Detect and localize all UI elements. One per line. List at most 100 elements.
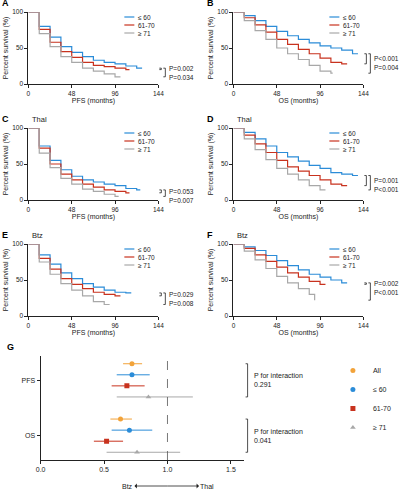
svg-text:P for interaction0.041: P for interaction0.041 — [254, 428, 303, 444]
svg-text:0: 0 — [232, 206, 236, 213]
svg-text:61-70: 61-70 — [138, 22, 155, 29]
svg-text:50: 50 — [16, 44, 24, 51]
svg-text:OS (months): OS (months) — [279, 329, 319, 337]
svg-text:A: A — [2, 0, 9, 8]
svg-text:Percent survival (%): Percent survival (%) — [207, 249, 215, 312]
svg-text:1.0: 1.0 — [163, 466, 173, 473]
svg-text:≤ 60: ≤ 60 — [138, 14, 151, 21]
svg-text:≤ 60: ≤ 60 — [138, 130, 151, 137]
svg-text:C: C — [2, 114, 9, 124]
svg-text:≥ 71: ≥ 71 — [343, 146, 356, 153]
svg-text:96: 96 — [316, 206, 324, 213]
svg-text:100: 100 — [12, 124, 23, 131]
svg-text:48: 48 — [68, 206, 76, 213]
svg-text:50: 50 — [16, 160, 24, 167]
svg-text:100: 100 — [12, 8, 23, 15]
svg-text:61-70: 61-70 — [138, 254, 155, 261]
svg-text:96: 96 — [111, 206, 119, 213]
svg-text:P=0.008: P=0.008 — [169, 300, 194, 307]
svg-text:Thal: Thal — [237, 115, 252, 124]
svg-text:0: 0 — [27, 322, 31, 329]
svg-text:P=0.007: P=0.007 — [169, 197, 194, 204]
svg-text:PFS (months): PFS (months) — [72, 329, 115, 337]
svg-text:0: 0 — [19, 312, 23, 319]
svg-text:96: 96 — [316, 90, 324, 97]
svg-text:50: 50 — [221, 160, 229, 167]
svg-text:0: 0 — [225, 80, 229, 87]
svg-text:≤ 60: ≤ 60 — [343, 130, 356, 137]
svg-text:0: 0 — [225, 196, 229, 203]
svg-text:144: 144 — [153, 90, 164, 97]
svg-text:Thal: Thal — [200, 483, 214, 490]
svg-text:Btz: Btz — [32, 231, 43, 240]
svg-text:61-70: 61-70 — [343, 254, 360, 261]
svg-text:≥ 71: ≥ 71 — [343, 262, 356, 269]
svg-text:Percent survival (%): Percent survival (%) — [207, 17, 215, 80]
svg-text:100: 100 — [217, 8, 228, 15]
svg-text:96: 96 — [111, 322, 119, 329]
svg-text:F: F — [207, 230, 213, 240]
svg-text:B: B — [207, 0, 214, 8]
svg-text:0.5: 0.5 — [99, 466, 109, 473]
svg-text:≥ 71: ≥ 71 — [373, 424, 387, 431]
svg-text:OS (months): OS (months) — [279, 213, 319, 221]
svg-text:144: 144 — [153, 322, 164, 329]
svg-text:50: 50 — [221, 44, 229, 51]
svg-text:0: 0 — [225, 312, 229, 319]
svg-text:Percent survival (%): Percent survival (%) — [2, 249, 10, 312]
svg-text:48: 48 — [68, 322, 76, 329]
svg-text:96: 96 — [111, 90, 119, 97]
svg-text:≤ 60: ≤ 60 — [343, 14, 356, 21]
svg-text:PFS: PFS — [22, 377, 36, 384]
svg-text:P=0.002: P=0.002 — [374, 280, 399, 287]
svg-text:Thal: Thal — [32, 115, 47, 124]
svg-text:≥ 71: ≥ 71 — [138, 262, 151, 269]
svg-text:0: 0 — [19, 80, 23, 87]
svg-text:G: G — [7, 342, 14, 352]
svg-text:144: 144 — [358, 322, 369, 329]
svg-text:0.0: 0.0 — [36, 466, 46, 473]
svg-text:E: E — [2, 230, 8, 240]
svg-text:P=0.001: P=0.001 — [374, 177, 399, 184]
svg-text:Btz: Btz — [237, 231, 248, 240]
svg-text:96: 96 — [316, 322, 324, 329]
svg-text:PFS (months): PFS (months) — [72, 97, 115, 105]
svg-text:OS (months): OS (months) — [279, 97, 319, 105]
svg-text:100: 100 — [217, 124, 228, 131]
svg-text:≥ 71: ≥ 71 — [138, 30, 151, 37]
svg-text:Percent survival (%): Percent survival (%) — [2, 17, 10, 80]
svg-text:Percent survival (%): Percent survival (%) — [2, 133, 10, 196]
svg-text:100: 100 — [12, 240, 23, 247]
svg-text:48: 48 — [68, 90, 76, 97]
svg-text:0: 0 — [232, 322, 236, 329]
svg-text:P=0.004: P=0.004 — [374, 64, 399, 71]
svg-text:≤ 60: ≤ 60 — [343, 246, 356, 253]
svg-text:144: 144 — [153, 206, 164, 213]
svg-text:1.5: 1.5 — [226, 466, 236, 473]
svg-text:48: 48 — [273, 90, 281, 97]
svg-text:100: 100 — [217, 240, 228, 247]
svg-text:48: 48 — [273, 206, 281, 213]
svg-text:0: 0 — [27, 90, 31, 97]
svg-text:P=0.034: P=0.034 — [169, 74, 194, 81]
svg-text:61-70: 61-70 — [138, 138, 155, 145]
svg-text:P=0.029: P=0.029 — [169, 291, 194, 298]
svg-text:OS: OS — [25, 432, 35, 439]
svg-text:61-70: 61-70 — [343, 22, 360, 29]
svg-text:0: 0 — [27, 206, 31, 213]
svg-text:0: 0 — [19, 196, 23, 203]
svg-text:0: 0 — [232, 90, 236, 97]
svg-text:144: 144 — [358, 206, 369, 213]
svg-text:D: D — [207, 114, 214, 124]
svg-text:P<0.001: P<0.001 — [374, 289, 399, 296]
svg-text:≥ 71: ≥ 71 — [343, 30, 356, 37]
svg-text:Percent survival (%): Percent survival (%) — [207, 133, 215, 196]
svg-text:144: 144 — [358, 90, 369, 97]
svg-text:61-70: 61-70 — [343, 138, 360, 145]
svg-text:P<0.001: P<0.001 — [374, 55, 399, 62]
svg-text:50: 50 — [221, 276, 229, 283]
svg-text:Btz: Btz — [122, 483, 133, 490]
svg-text:All: All — [373, 367, 381, 374]
svg-text:P for interaction0.291: P for interaction0.291 — [254, 372, 303, 388]
svg-text:P<0.001: P<0.001 — [374, 186, 399, 193]
